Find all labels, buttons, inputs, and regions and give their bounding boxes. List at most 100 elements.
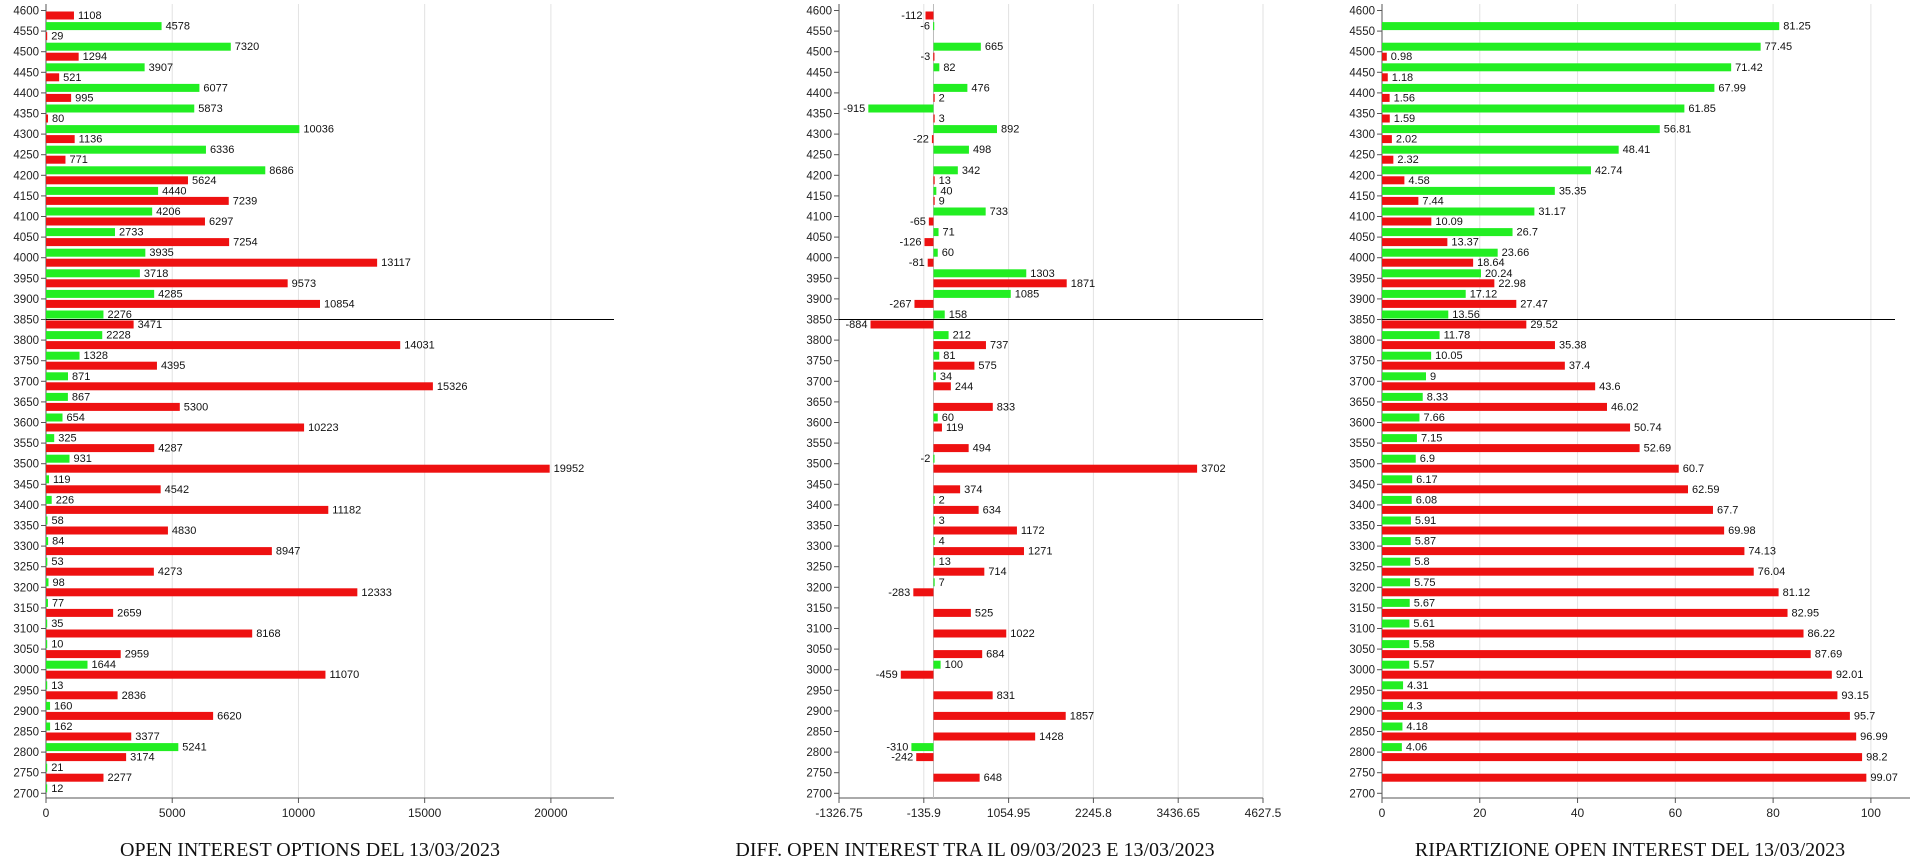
green-bar: [1382, 310, 1449, 319]
green-bar: [1382, 660, 1410, 669]
red-bar: [1382, 217, 1432, 226]
green-bar: [46, 166, 266, 175]
red-bar: [1382, 732, 1857, 741]
red-bar: [46, 135, 75, 144]
green-bar: [1382, 22, 1780, 31]
red-bar: [913, 588, 934, 597]
bar-value-label: 22.98: [1498, 278, 1526, 290]
y-tick-label: 3500: [13, 459, 39, 471]
y-tick-label: 3900: [1349, 294, 1375, 306]
bar-value-label: -6: [920, 21, 930, 33]
bar-value-label: -915: [843, 103, 865, 115]
bar-value-label: 11.78: [1444, 330, 1471, 342]
bar-value-label: 48.41: [1623, 144, 1651, 156]
bar-value-label: 525: [975, 607, 993, 619]
bar-value-label: 6336: [210, 144, 234, 156]
bar-value-label: 18.64: [1477, 257, 1505, 269]
bar-value-label: 3: [939, 515, 945, 527]
y-tick-label: 3600: [1349, 418, 1375, 430]
green-bar: [46, 42, 231, 51]
y-tick-label: 3500: [1349, 459, 1375, 471]
bar-value-label: 81.12: [1783, 587, 1811, 599]
bar-value-label: 4287: [158, 443, 182, 455]
bar-value-label: 7320: [235, 41, 259, 53]
chart-2-title: DIFF. OPEN INTEREST TRA IL 09/03/2023 E …: [735, 839, 1215, 861]
bar-value-label: 43.6: [1599, 381, 1620, 393]
x-tick-label: -1326.75: [815, 806, 863, 820]
bar-value-label: 0.98: [1391, 51, 1412, 63]
bar-value-label: 8168: [256, 628, 280, 640]
y-tick-label: 4100: [806, 212, 832, 224]
red-bar: [46, 464, 550, 473]
green-bar: [933, 537, 935, 546]
bar-value-label: -2: [921, 453, 931, 465]
y-tick-label: 3300: [1349, 541, 1375, 553]
green-bar: [1382, 619, 1410, 628]
green-bar: [1382, 372, 1426, 381]
red-bar: [46, 711, 214, 720]
y-tick-label: 2900: [1349, 706, 1375, 718]
bar-value-label: -22: [913, 134, 929, 146]
green-bar: [933, 289, 1011, 298]
red-bar: [46, 32, 48, 41]
red-bar: [46, 176, 188, 185]
green-bar: [1382, 125, 1660, 134]
y-tick-label: 3450: [1349, 479, 1375, 491]
y-tick-label: 4500: [1349, 47, 1375, 59]
bar-value-label: -884: [845, 319, 867, 331]
bar-value-label: 2277: [107, 772, 131, 784]
y-tick-label: 2950: [806, 685, 832, 697]
green-bar: [1382, 598, 1410, 607]
y-tick-label: 4600: [13, 6, 39, 18]
bar-value-label: -267: [889, 298, 911, 310]
bar-value-label: 2659: [117, 607, 141, 619]
bar-value-label: 58: [51, 515, 63, 527]
red-bar: [933, 567, 985, 576]
green-bar: [46, 269, 140, 278]
red-bar: [1382, 629, 1804, 638]
red-bar: [1382, 608, 1788, 617]
red-bar: [933, 423, 942, 432]
y-tick-label: 3600: [806, 418, 832, 430]
y-tick-label: 3000: [13, 665, 39, 677]
bar-value-label: 14031: [404, 340, 435, 352]
bar-value-label: 634: [983, 504, 1001, 516]
green-bar: [46, 598, 48, 607]
bar-value-label: 4: [939, 536, 945, 548]
bar-value-label: 892: [1001, 124, 1019, 136]
green-bar: [1382, 557, 1411, 566]
green-bar: [46, 125, 300, 134]
green-bar: [933, 186, 937, 195]
bar-value-label: 13: [939, 175, 951, 187]
green-bar: [933, 578, 935, 587]
x-tick-label: 10000: [282, 806, 316, 820]
bar-value-label: 119: [53, 474, 71, 486]
green-bar: [933, 166, 958, 175]
red-bar: [933, 382, 951, 391]
bar-value-label: 77.45: [1765, 41, 1793, 53]
bar-value-label: 100: [945, 659, 963, 671]
bar-value-label: 8947: [276, 546, 300, 558]
y-tick-label: 4050: [13, 232, 39, 244]
bar-value-label: 1.18: [1392, 72, 1413, 84]
x-tick-label: 100: [1861, 806, 1881, 820]
bar-value-label: 665: [985, 41, 1003, 53]
bar-value-label: 17.12: [1470, 288, 1498, 300]
red-bar: [924, 238, 934, 247]
red-bar: [1382, 650, 1811, 659]
bar-value-label: 5.61: [1413, 618, 1434, 630]
bar-value-label: 13: [939, 556, 951, 568]
bar-value-label: 654: [67, 412, 85, 424]
red-bar: [46, 567, 154, 576]
red-bar: [933, 547, 1024, 556]
bar-value-label: 1271: [1028, 546, 1052, 558]
red-bar: [46, 547, 272, 556]
red-bar: [933, 608, 971, 617]
red-bar: [1382, 670, 1832, 679]
red-bar: [933, 691, 993, 700]
red-bar: [1382, 52, 1387, 61]
bar-value-label: 98: [52, 577, 64, 589]
green-bar: [46, 454, 70, 463]
bar-value-label: 2.02: [1396, 134, 1417, 146]
green-bar: [933, 63, 940, 72]
